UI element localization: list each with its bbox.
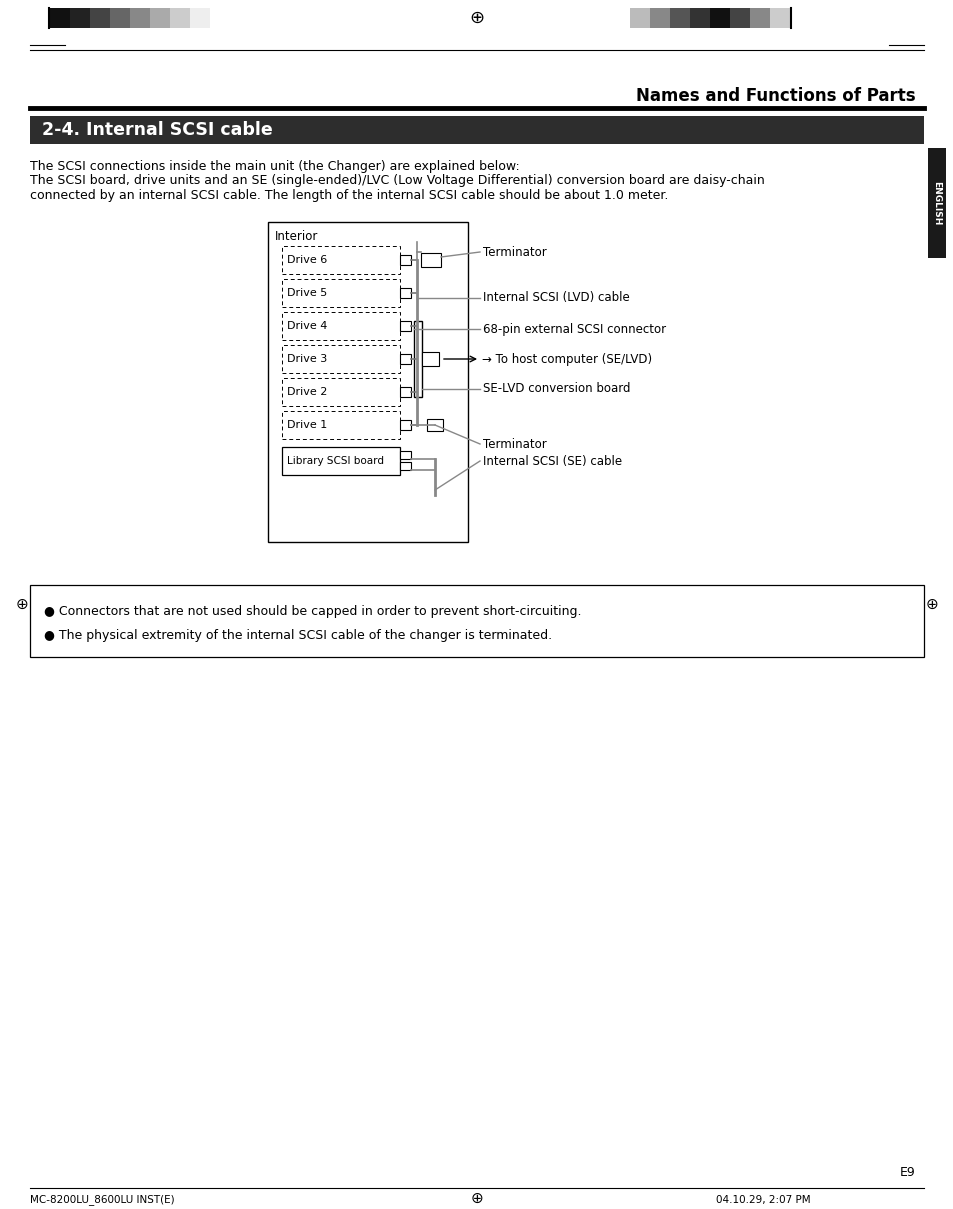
- Text: ENGLISH: ENGLISH: [931, 181, 941, 225]
- Bar: [729, 8, 749, 28]
- Bar: [399, 451, 411, 459]
- Bar: [414, 322, 421, 397]
- Text: The SCSI connections inside the main unit (the Changer) are explained below:: The SCSI connections inside the main uni…: [30, 160, 519, 173]
- Text: ⊕: ⊕: [469, 8, 484, 27]
- Bar: [90, 8, 110, 28]
- Text: Drive 6: Drive 6: [287, 255, 327, 265]
- Text: Library SCSI board: Library SCSI board: [287, 456, 384, 465]
- Bar: [749, 8, 769, 28]
- Text: MC-8200LU_8600LU INST(E): MC-8200LU_8600LU INST(E): [30, 1194, 174, 1205]
- Text: ● The physical extremity of the internal SCSI cable of the changer is terminated: ● The physical extremity of the internal…: [44, 629, 552, 642]
- Bar: [399, 420, 411, 430]
- Text: Drive 4: Drive 4: [287, 322, 327, 331]
- Text: SE-LVD conversion board: SE-LVD conversion board: [482, 382, 630, 395]
- Bar: [282, 279, 399, 307]
- Bar: [50, 8, 70, 28]
- Bar: [170, 8, 190, 28]
- Text: The SCSI board, drive units and an SE (single-ended)/LVC (Low Voltage Differenti: The SCSI board, drive units and an SE (s…: [30, 174, 764, 202]
- Text: ⊕: ⊕: [470, 1191, 483, 1205]
- Bar: [709, 8, 729, 28]
- Bar: [769, 8, 789, 28]
- Text: Drive 2: Drive 2: [287, 387, 327, 397]
- Bar: [420, 253, 440, 267]
- Bar: [399, 387, 411, 397]
- Bar: [399, 288, 411, 297]
- Bar: [399, 462, 411, 470]
- Text: 04.10.29, 2:07 PM: 04.10.29, 2:07 PM: [716, 1194, 810, 1205]
- Bar: [282, 345, 399, 374]
- Text: ⊕: ⊕: [924, 596, 938, 612]
- Bar: [150, 8, 170, 28]
- Text: Drive 1: Drive 1: [287, 420, 327, 430]
- Bar: [399, 354, 411, 364]
- Bar: [399, 322, 411, 331]
- Text: Terminator: Terminator: [482, 438, 546, 451]
- Bar: [399, 255, 411, 265]
- Bar: [927, 147, 945, 258]
- Bar: [689, 8, 709, 28]
- Text: Drive 5: Drive 5: [287, 288, 327, 297]
- Bar: [110, 8, 130, 28]
- Bar: [427, 420, 442, 430]
- Text: ⊕: ⊕: [15, 596, 29, 612]
- Text: ● Connectors that are not used should be capped in order to prevent short-circui: ● Connectors that are not used should be…: [44, 604, 581, 618]
- Bar: [30, 585, 923, 656]
- Bar: [70, 8, 90, 28]
- Bar: [421, 352, 438, 366]
- Text: Drive 3: Drive 3: [287, 354, 327, 364]
- Text: Interior: Interior: [274, 230, 318, 243]
- Text: Terminator: Terminator: [482, 245, 546, 259]
- Bar: [282, 411, 399, 439]
- Bar: [649, 8, 669, 28]
- Text: Names and Functions of Parts: Names and Functions of Parts: [636, 87, 915, 105]
- Text: Internal SCSI (LVD) cable: Internal SCSI (LVD) cable: [482, 291, 629, 305]
- Text: → To host computer (SE/LVD): → To host computer (SE/LVD): [481, 353, 652, 365]
- Text: 2-4. Internal SCSI cable: 2-4. Internal SCSI cable: [42, 121, 273, 139]
- Text: Internal SCSI (SE) cable: Internal SCSI (SE) cable: [482, 455, 621, 468]
- Bar: [282, 447, 399, 475]
- Bar: [629, 8, 649, 28]
- Bar: [30, 116, 923, 144]
- Bar: [282, 378, 399, 406]
- Bar: [282, 245, 399, 274]
- Text: 68-pin external SCSI connector: 68-pin external SCSI connector: [482, 323, 665, 336]
- Bar: [130, 8, 150, 28]
- Text: E9: E9: [900, 1165, 915, 1179]
- Bar: [282, 312, 399, 340]
- Bar: [190, 8, 210, 28]
- Bar: [669, 8, 689, 28]
- Bar: [268, 222, 468, 542]
